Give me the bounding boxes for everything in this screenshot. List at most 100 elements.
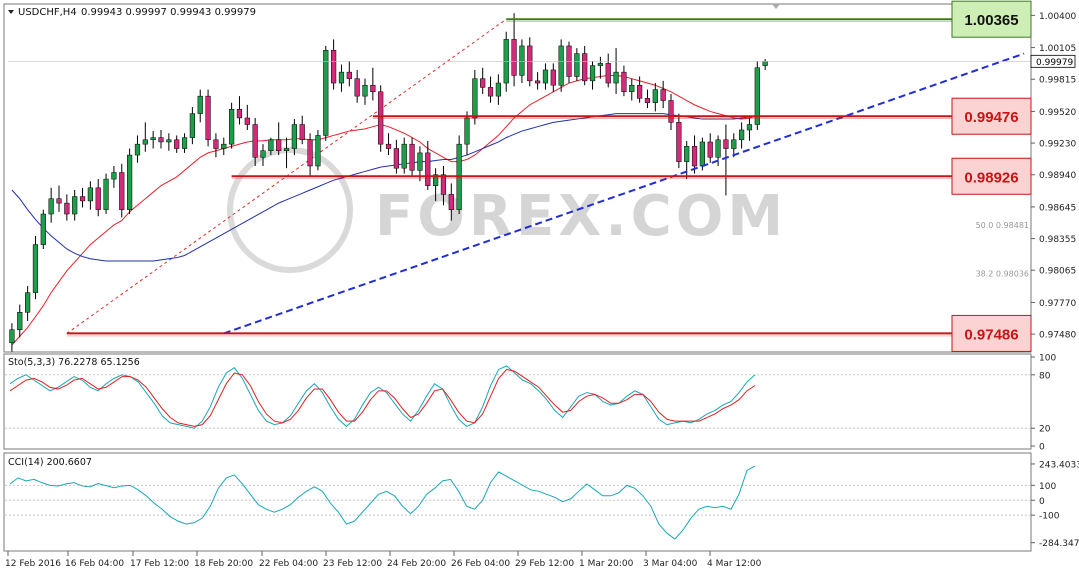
candle-body (589, 65, 596, 82)
candle (158, 129, 164, 149)
candle-body (762, 60, 768, 66)
dropdown-triangle-icon[interactable] (8, 10, 14, 14)
indicator-tick-label: 100 (1039, 354, 1056, 364)
candle-body (597, 63, 603, 66)
candle-body (495, 82, 501, 97)
candle (134, 135, 141, 163)
candle (456, 135, 462, 215)
shift-marker-icon[interactable] (772, 4, 780, 9)
time-axis: 12 Feb 2016 16 Feb 04:00 17 Feb 12:00 18 Fe… (5, 551, 762, 569)
candle-body (621, 71, 627, 93)
candle (142, 122, 148, 152)
candle (244, 104, 250, 130)
candle (197, 89, 203, 123)
candle (362, 78, 368, 105)
candle (597, 56, 603, 79)
candle-body (197, 95, 203, 114)
candle (299, 115, 305, 145)
candle-body (684, 146, 690, 162)
candle-body (166, 139, 172, 143)
indicator-tick-label: 80 (1039, 371, 1051, 381)
candle-body (64, 202, 70, 215)
candle (331, 39, 337, 90)
candle-body (127, 154, 133, 210)
price-tick-label: 0.98940 (1039, 171, 1076, 181)
time-tick-label: 12 Feb 2016 (5, 559, 61, 569)
price-tick-label: 0.99230 (1039, 140, 1076, 150)
time-tick-label: 3 Mar 04:00 (643, 559, 698, 569)
level-box[interactable] (951, 0, 1032, 38)
candle-body (425, 152, 431, 186)
indicator-tick-label: 243.4033 (1039, 460, 1079, 470)
indicator-tick-label: 100 (1039, 482, 1056, 492)
candle-body (354, 78, 360, 97)
level-box-label: 1.00365 (964, 12, 1018, 29)
candle-body (715, 139, 721, 158)
watermark-text: FOREX.COM (375, 184, 787, 249)
stochastic-plot: 100 80 20 0 (5, 354, 1056, 453)
candle-body (464, 117, 470, 145)
candle (440, 165, 447, 206)
candle (72, 190, 78, 221)
candle-body (550, 69, 556, 86)
candle-body (644, 98, 651, 103)
indicator-tick-label: 0 (1039, 443, 1045, 453)
candle-body (535, 80, 541, 84)
candle-body (315, 135, 321, 167)
candle-body (731, 139, 737, 149)
support-trendline[interactable] (223, 52, 1025, 335)
candle-body (574, 53, 580, 77)
candle-body (511, 39, 517, 76)
candle-body (9, 329, 15, 344)
candle (535, 72, 541, 90)
candle-body (79, 196, 86, 202)
candle-body (629, 84, 635, 93)
level-box[interactable] (951, 157, 1032, 195)
candle-body (409, 143, 415, 171)
indicator-tick-label: 20 (1039, 425, 1051, 435)
candle (276, 122, 282, 156)
time-tick-label: 1 Mar 20:00 (579, 559, 634, 569)
candle-body (660, 89, 666, 101)
time-tick-label: 16 Feb 04:00 (65, 559, 124, 569)
candle (433, 168, 439, 201)
candle-body (205, 95, 211, 141)
candle (32, 235, 39, 300)
candle-body (472, 78, 478, 119)
candle (723, 124, 729, 196)
candle (668, 93, 674, 130)
candle-body (150, 137, 156, 141)
price-tick-label: 1.00105 (1039, 44, 1076, 54)
time-tick-label: 18 Feb 20:00 (194, 559, 253, 569)
candle (487, 76, 494, 103)
candle-body (527, 45, 533, 82)
candle (307, 133, 313, 177)
candle (64, 194, 70, 221)
current-price-box (1030, 54, 1076, 68)
candle (393, 139, 399, 174)
candle-body (17, 312, 23, 330)
candle (660, 80, 666, 109)
candle-body (189, 113, 195, 138)
chart-header: USDCHF,H4 0.99943 0.99997 0.99943 0.9997… (8, 4, 780, 18)
price-tick-label: 0.99815 (1039, 76, 1076, 86)
candle-body (542, 69, 549, 84)
level-box[interactable] (951, 97, 1032, 135)
candle-body (181, 137, 188, 149)
candle (621, 65, 627, 97)
candle-body (72, 196, 78, 215)
candle (676, 113, 682, 169)
candle (56, 185, 62, 212)
candle (103, 173, 109, 215)
fib-level-label: 50.0 0.98481 (976, 221, 1029, 230)
candle-body (331, 50, 337, 84)
price-tick-label: 0.98645 (1039, 203, 1076, 213)
candle-body (236, 108, 243, 119)
candle (205, 89, 211, 147)
level-box[interactable] (951, 314, 1032, 352)
candle (40, 209, 46, 249)
candle-body (378, 91, 384, 145)
candle-body (229, 108, 235, 145)
stochastic-panel (3, 353, 1032, 450)
